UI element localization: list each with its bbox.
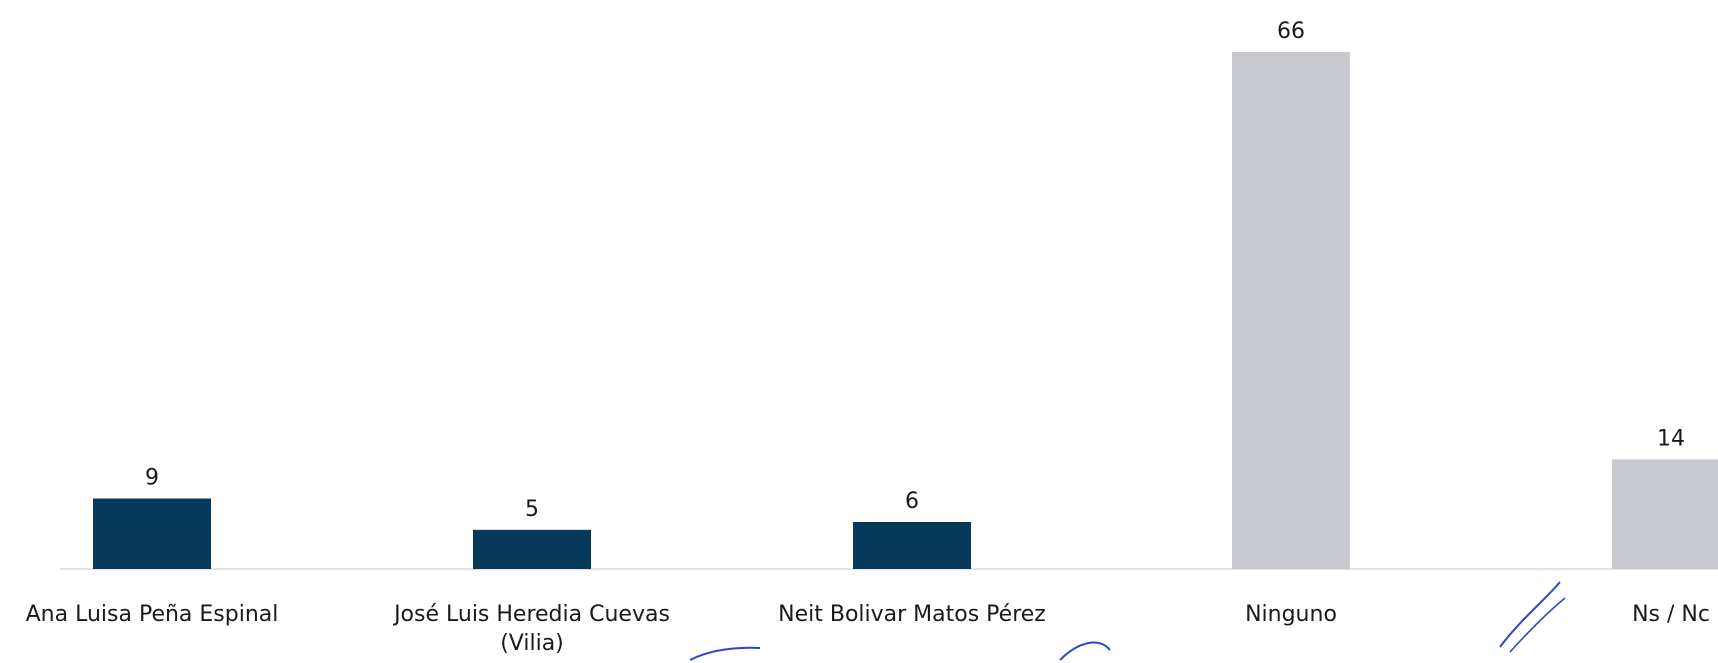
category-label: Ns / Nc xyxy=(1632,602,1710,627)
signature-stroke xyxy=(1059,641,1111,661)
category-label-line: Ana Luisa Peña Espinal xyxy=(26,602,279,627)
category-label-line: José Luis Heredia Cuevas xyxy=(392,602,670,627)
category-label-line: Neit Bolivar Matos Pérez xyxy=(778,602,1046,627)
category-label: Neit Bolivar Matos Pérez xyxy=(778,602,1046,627)
signature-stroke xyxy=(1509,597,1566,653)
bar xyxy=(1232,52,1350,569)
signature-stroke xyxy=(689,646,761,661)
bar xyxy=(93,498,211,569)
signature-stroke xyxy=(1499,581,1561,648)
bar-series xyxy=(93,52,1718,569)
bar xyxy=(853,522,971,569)
bar xyxy=(1612,459,1718,569)
category-labels: Ana Luisa Peña Espinal José Luis Heredia … xyxy=(26,602,1710,656)
handwritten-signature-marks xyxy=(689,581,1566,661)
data-label: 6 xyxy=(905,489,919,514)
category-label: Ninguno xyxy=(1245,602,1337,627)
bar xyxy=(473,529,591,569)
category-label: Ana Luisa Peña Espinal xyxy=(26,602,279,627)
category-label: José Luis Heredia Cuevas (Vilia) xyxy=(392,602,670,656)
data-label: 5 xyxy=(525,497,539,522)
data-label: 66 xyxy=(1277,19,1305,44)
data-label: 9 xyxy=(145,466,159,491)
category-label-line: Ns / Nc xyxy=(1632,602,1710,627)
category-label-line: (Vilia) xyxy=(500,631,564,656)
data-label: 14 xyxy=(1657,426,1685,451)
category-label-line: Ninguno xyxy=(1245,602,1337,627)
